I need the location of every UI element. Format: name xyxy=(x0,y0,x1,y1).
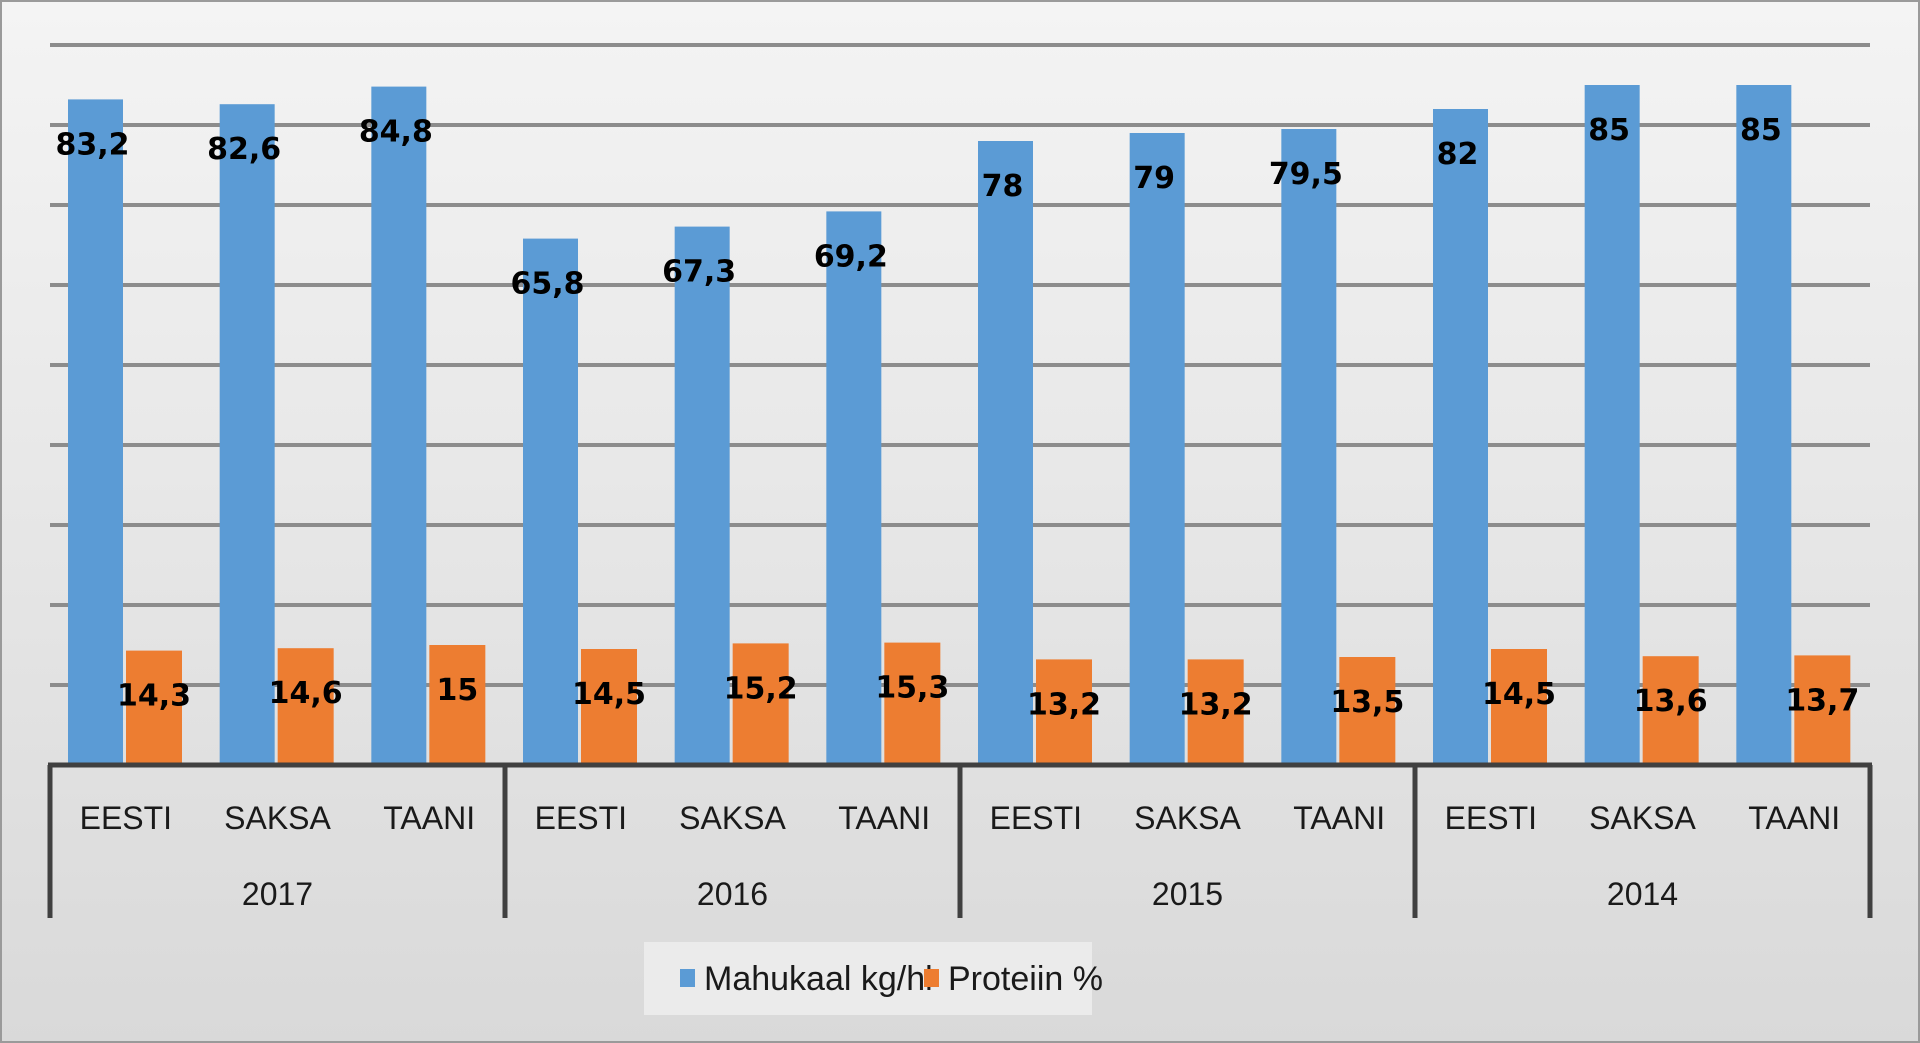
bar-proteiin xyxy=(429,645,486,765)
category-label: TAANI xyxy=(1748,800,1840,836)
bar-mahukaal xyxy=(68,99,123,765)
bar-proteiin xyxy=(1491,649,1547,765)
year-label: 2016 xyxy=(697,876,768,912)
year-label: 2017 xyxy=(242,876,313,912)
year-label: 2015 xyxy=(1152,876,1223,912)
data-label: 79,5 xyxy=(1269,157,1343,192)
category-label: EESTI xyxy=(1445,800,1537,836)
data-label: 65,8 xyxy=(510,267,584,302)
category-label: EESTI xyxy=(990,800,1082,836)
data-labels: 83,2 14,3 82,6 14,6 84,8 15 65,8 14,5 67,3 15,2 69… xyxy=(55,113,1859,722)
data-label: 85 xyxy=(1588,113,1630,148)
category-label: TAANI xyxy=(838,800,930,836)
bar-mahukaal xyxy=(826,211,882,765)
data-label: 15,2 xyxy=(724,671,798,706)
bar-mahukaal xyxy=(219,104,275,765)
bar-mahukaal xyxy=(1129,133,1185,765)
bar-proteiin xyxy=(1794,655,1851,765)
bar-mahukaal xyxy=(978,141,1033,765)
year-label: 2014 xyxy=(1607,876,1678,912)
legend-swatch-proteiin xyxy=(924,969,939,987)
category-label: SAKSA xyxy=(1134,800,1241,836)
bar-mahukaal xyxy=(371,86,427,766)
legend-swatch-mahukaal xyxy=(680,969,695,987)
bar-mahukaal xyxy=(674,226,730,766)
data-label: 13,6 xyxy=(1634,684,1708,719)
legend-label-mahukaal: Mahukaal kg/hl xyxy=(704,960,933,998)
data-label: 15 xyxy=(436,673,478,708)
data-label: 85 xyxy=(1740,113,1782,148)
data-label: 84,8 xyxy=(359,115,433,150)
gridlines xyxy=(50,43,1870,687)
x-axis: EESTI SAKSA TAANI 2017 EESTI SAKSA TAANI 2016 EE… xyxy=(47,762,1873,918)
category-label: SAKSA xyxy=(1589,800,1696,836)
data-label: 14,3 xyxy=(117,679,191,714)
category-label: SAKSA xyxy=(224,800,331,836)
bars xyxy=(68,85,1851,766)
bar-mahukaal xyxy=(1281,129,1337,765)
category-label: SAKSA xyxy=(679,800,786,836)
data-label: 67,3 xyxy=(662,255,736,290)
bar-proteiin xyxy=(581,649,637,765)
bar-proteiin xyxy=(1187,659,1244,765)
bar-proteiin xyxy=(1642,656,1699,765)
category-label: EESTI xyxy=(80,800,172,836)
data-label: 78 xyxy=(982,169,1024,204)
bar-mahukaal xyxy=(1584,85,1640,765)
bar-mahukaal xyxy=(1433,109,1488,765)
bar-proteiin xyxy=(277,648,334,765)
bar-proteiin xyxy=(1036,659,1092,765)
data-label: 79 xyxy=(1133,161,1175,196)
category-label: TAANI xyxy=(1293,800,1385,836)
data-label: 82,6 xyxy=(207,132,281,167)
data-label: 14,5 xyxy=(572,677,646,712)
category-label: TAANI xyxy=(383,800,475,836)
data-label: 13,7 xyxy=(1785,683,1859,718)
data-label: 83,2 xyxy=(55,127,129,162)
data-label: 14,5 xyxy=(1482,677,1556,712)
data-label: 13,2 xyxy=(1027,687,1101,722)
data-label: 14,6 xyxy=(269,676,343,711)
bar-proteiin xyxy=(126,650,182,765)
bar-mahukaal xyxy=(1736,85,1792,765)
bar-proteiin xyxy=(884,642,941,765)
bar-mahukaal xyxy=(523,238,578,766)
data-label: 13,5 xyxy=(1330,685,1404,720)
legend-label-proteiin: Proteiin % xyxy=(948,960,1103,998)
data-label: 82 xyxy=(1437,137,1479,172)
category-label: EESTI xyxy=(535,800,627,836)
legend: Mahukaal kg/hl Proteiin % xyxy=(644,942,1103,1015)
data-label: 13,2 xyxy=(1179,687,1253,722)
legend-box xyxy=(644,942,1092,1015)
data-label: 15,3 xyxy=(875,671,949,706)
data-label: 69,2 xyxy=(814,239,888,274)
bar-proteiin xyxy=(1339,657,1396,765)
bar-proteiin xyxy=(732,643,789,765)
